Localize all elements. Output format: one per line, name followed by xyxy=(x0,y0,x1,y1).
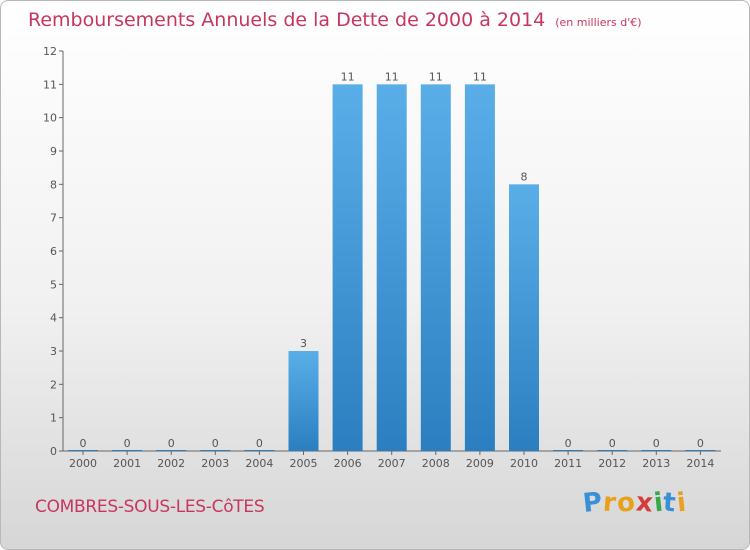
bar xyxy=(376,84,407,451)
x-tick-label: 2001 xyxy=(113,457,141,470)
value-label: 11 xyxy=(473,70,487,83)
y-tick-label: 7 xyxy=(50,212,57,225)
value-label: 0 xyxy=(168,437,175,450)
logo-letter: i xyxy=(675,487,689,519)
x-tick-label: 2010 xyxy=(510,457,538,470)
chart-title-text: Remboursements Annuels de la Dette de 20… xyxy=(28,9,546,31)
chart-subtitle: (en milliers d'€) xyxy=(555,16,642,29)
bar xyxy=(156,450,187,451)
x-tick-label: 2011 xyxy=(554,457,582,470)
value-label: 3 xyxy=(300,337,307,350)
bar xyxy=(244,450,275,451)
bar xyxy=(597,450,628,451)
y-tick-label: 0 xyxy=(50,445,57,458)
y-tick-label: 10 xyxy=(43,112,57,125)
bar xyxy=(68,450,98,451)
value-label: 0 xyxy=(609,437,616,450)
x-tick-label: 2007 xyxy=(378,457,406,470)
x-tick-label: 2000 xyxy=(69,457,97,470)
y-tick-label: 2 xyxy=(50,378,57,391)
chart-title: Remboursements Annuels de la Dette de 20… xyxy=(28,9,642,31)
value-label: 0 xyxy=(256,437,263,450)
value-label: 11 xyxy=(429,70,443,83)
bar xyxy=(685,450,716,451)
x-tick-label: 2004 xyxy=(245,457,273,470)
x-tick-label: 2002 xyxy=(157,457,185,470)
y-tick-label: 11 xyxy=(43,78,57,91)
value-label: 8 xyxy=(521,170,528,183)
bar xyxy=(509,184,539,452)
value-label: 0 xyxy=(212,437,219,450)
x-tick-label: 2003 xyxy=(201,457,229,470)
y-tick-label: 9 xyxy=(50,145,57,158)
y-tick-label: 6 xyxy=(50,245,57,258)
value-label: 0 xyxy=(653,437,660,450)
value-label: 0 xyxy=(565,437,572,450)
value-label: 0 xyxy=(124,437,131,450)
bar xyxy=(420,84,451,451)
x-tick-label: 2008 xyxy=(422,457,450,470)
proxiti-logo: Proxiti xyxy=(581,487,689,519)
bar xyxy=(112,450,143,451)
bar xyxy=(200,450,231,451)
x-tick-label: 2006 xyxy=(334,457,362,470)
x-tick-label: 2013 xyxy=(642,457,670,470)
value-label: 0 xyxy=(80,437,87,450)
value-label: 0 xyxy=(697,437,704,450)
y-tick-label: 8 xyxy=(50,178,57,191)
x-tick-label: 2012 xyxy=(598,457,626,470)
town-name: COMBRES-SOUS-LES-CôTES xyxy=(35,497,265,517)
y-tick-label: 1 xyxy=(50,412,57,425)
bar xyxy=(553,450,584,451)
bar xyxy=(641,450,672,451)
logo-letter: x xyxy=(634,487,655,519)
x-tick-label: 2009 xyxy=(466,457,494,470)
bar xyxy=(332,84,363,451)
bar xyxy=(464,84,495,451)
value-label: 11 xyxy=(385,70,399,83)
y-tick-label: 3 xyxy=(50,345,57,358)
value-label: 11 xyxy=(341,70,355,83)
y-tick-label: 4 xyxy=(50,312,57,325)
x-tick-label: 2014 xyxy=(686,457,714,470)
y-tick-label: 5 xyxy=(50,278,57,291)
y-tick-label: 12 xyxy=(43,45,57,58)
bar xyxy=(288,351,319,451)
x-tick-label: 2005 xyxy=(290,457,318,470)
